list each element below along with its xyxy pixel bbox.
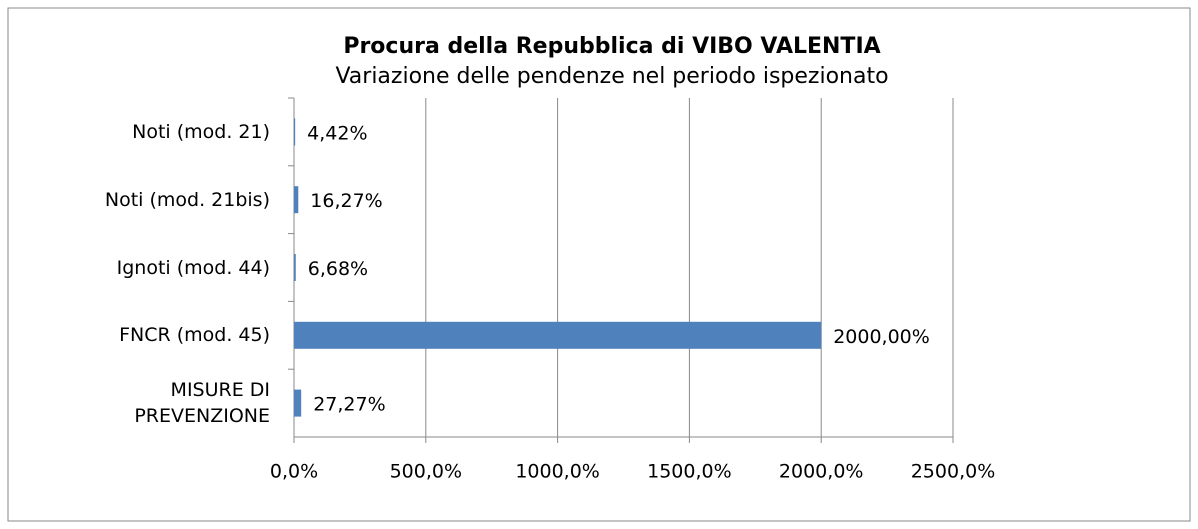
data-label: 2000,00% — [833, 326, 930, 348]
x-tick-label: 0,0% — [270, 461, 318, 483]
chart-subtitle: Variazione delle pendenze nel periodo is… — [335, 64, 888, 89]
y-tick-label: Ignoti (mod. 44) — [116, 256, 270, 279]
x-tick-label: 2000,0% — [779, 461, 864, 483]
data-label: 6,68% — [308, 258, 368, 280]
x-tick-label: 500,0% — [390, 461, 462, 483]
chart-title: Procura della Repubblica di VIBO VALENTI… — [343, 34, 880, 59]
data-label: 27,27% — [313, 394, 385, 416]
bar — [294, 389, 302, 417]
bar — [294, 254, 296, 281]
y-tick-label: MISURE DI PREVENZIONE — [134, 379, 270, 428]
x-tick-label: 1000,0% — [515, 461, 600, 483]
bar — [294, 186, 299, 214]
bar — [294, 118, 296, 146]
bar — [294, 321, 822, 349]
data-label: 16,27% — [310, 190, 382, 212]
data-label: 4,42% — [307, 122, 367, 144]
chart-border — [7, 7, 1191, 522]
y-tick-label: FNCR (mod. 45) — [119, 324, 270, 347]
y-tick-label: Noti (mod. 21) — [132, 120, 270, 143]
x-tick-label: 1500,0% — [647, 461, 732, 483]
x-tick-label: 2500,0% — [911, 461, 996, 483]
y-tick-label: Noti (mod. 21bis) — [104, 188, 270, 211]
